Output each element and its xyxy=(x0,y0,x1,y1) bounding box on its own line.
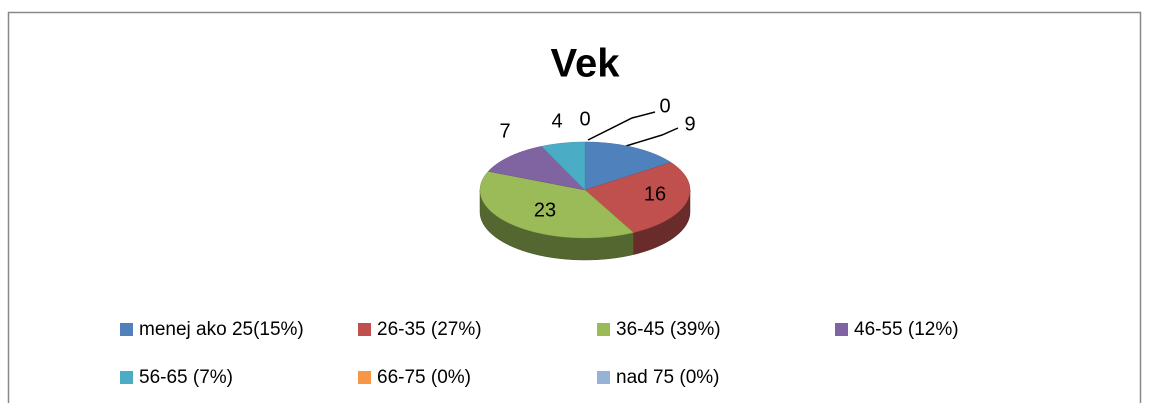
slice-top xyxy=(584,162,691,233)
slice-top xyxy=(584,141,672,191)
data-label: 7 xyxy=(499,120,510,142)
slice xyxy=(541,141,586,191)
leader-line xyxy=(625,127,679,147)
slice xyxy=(487,146,586,191)
legend-swatch xyxy=(120,371,133,384)
slice-top xyxy=(487,146,586,191)
data-label: 4 xyxy=(551,110,562,132)
data-label: 23 xyxy=(534,199,556,221)
legend-swatch xyxy=(597,323,610,336)
slice-top xyxy=(479,171,634,239)
legend-label: 46-55 (12%) xyxy=(854,319,959,340)
data-label: 9 xyxy=(684,113,695,135)
legend-swatch xyxy=(120,323,133,336)
data-label: 16 xyxy=(644,183,666,205)
chart-frame xyxy=(7,11,1142,403)
legend-label: nad 75 (0%) xyxy=(616,367,720,388)
legend-label: menej ako 25(15%) xyxy=(139,319,304,340)
slice xyxy=(479,171,634,261)
legend-swatch xyxy=(835,323,848,336)
legend-swatch xyxy=(358,371,371,384)
slice xyxy=(584,141,672,191)
legend-label: 36-45 (39%) xyxy=(616,319,721,340)
legend-label: 56-65 (7%) xyxy=(139,367,233,388)
data-label: 0 xyxy=(579,108,590,130)
data-label: 0 xyxy=(659,95,670,117)
slice-top xyxy=(541,141,586,191)
legend-swatch xyxy=(358,323,371,336)
legend-swatch xyxy=(597,371,610,384)
legend-label: 66-75 (0%) xyxy=(377,367,471,388)
leader-line xyxy=(587,111,656,141)
chart-title: Vek xyxy=(551,42,621,86)
legend-label: 26-35 (27%) xyxy=(377,319,482,340)
